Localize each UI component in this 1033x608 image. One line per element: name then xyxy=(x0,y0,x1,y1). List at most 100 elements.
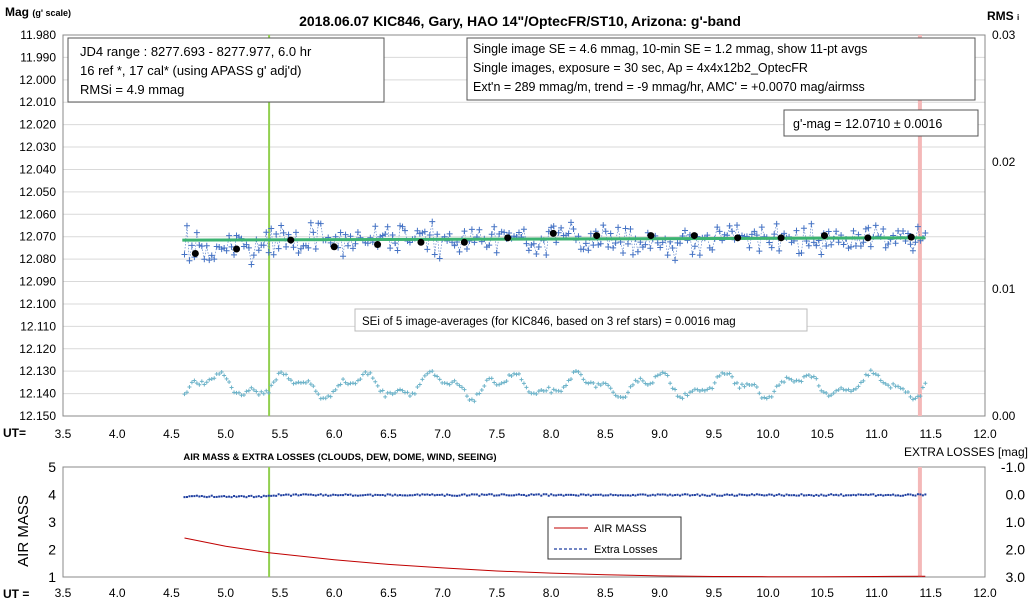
rms-point xyxy=(588,380,593,385)
rms-point xyxy=(717,373,722,378)
rms-point xyxy=(910,397,915,402)
rms-point xyxy=(581,377,586,382)
extra-loss-point xyxy=(344,493,347,496)
single-image-point xyxy=(501,229,508,236)
y-tick-label: 12.130 xyxy=(19,364,56,378)
x-tick-label: 3.5 xyxy=(55,586,72,600)
extra-loss-point xyxy=(247,495,250,498)
y-tick-label: 12.090 xyxy=(19,275,56,289)
single-image-point xyxy=(382,231,389,238)
rms-point xyxy=(254,389,259,394)
sei-box: SEi of 5 image-averages (for KIC846, bas… xyxy=(354,308,808,332)
extra-loss-point xyxy=(349,493,352,496)
rms-point xyxy=(430,369,435,374)
rms-point xyxy=(293,381,298,386)
single-image-point xyxy=(525,247,532,254)
extra-loss-point xyxy=(857,493,860,496)
rms-point xyxy=(551,387,556,392)
rms-point xyxy=(546,385,551,390)
extra-loss-point xyxy=(240,495,243,498)
rms-point xyxy=(279,370,284,375)
average-point xyxy=(690,232,698,240)
rms-point xyxy=(370,376,375,381)
rms-point xyxy=(346,382,351,387)
rms-point xyxy=(650,380,655,385)
gmag-text: g'-mag = 12.0710 ± 0.0016 xyxy=(793,117,942,131)
single-image-point xyxy=(758,224,765,231)
extra-loss-point xyxy=(745,494,748,497)
rms-point xyxy=(638,376,643,381)
trend-fit-line xyxy=(182,236,926,242)
single-image-point xyxy=(587,230,594,237)
x-tick-label: 7.0 xyxy=(434,427,451,441)
rms-point xyxy=(697,389,702,394)
single-image-point xyxy=(181,251,188,258)
extra-loss-point xyxy=(646,494,649,497)
single-image-point xyxy=(810,239,817,246)
extra-loss-point xyxy=(267,494,270,497)
extra-loss-point xyxy=(210,494,213,497)
single-image-point xyxy=(345,242,352,249)
extra-loss-point xyxy=(664,493,667,496)
single-image-point xyxy=(283,243,290,250)
extra-loss-point xyxy=(275,494,278,497)
rms-point xyxy=(774,384,779,389)
rms-point xyxy=(298,380,303,385)
extra-loss-point xyxy=(394,493,397,496)
rms-point xyxy=(752,382,757,387)
rms-point xyxy=(811,374,816,379)
single-image-point xyxy=(580,246,587,253)
rms-point xyxy=(685,393,690,398)
extra-loss-point xyxy=(659,493,662,496)
extra-loss-point xyxy=(374,493,377,496)
single-image-point xyxy=(605,244,612,251)
extra-loss-point xyxy=(332,493,335,496)
rms-point xyxy=(829,393,834,398)
extra-loss-point xyxy=(649,494,652,497)
single-image-point xyxy=(342,231,349,238)
single-image-point xyxy=(825,228,832,235)
rms-point xyxy=(353,381,358,386)
bottom-plot-frame xyxy=(62,466,986,578)
extra-loss-point xyxy=(607,494,610,497)
single-image-point xyxy=(223,247,230,254)
gmag-box: g'-mag = 12.0710 ± 0.0016 xyxy=(783,109,979,137)
rms-point xyxy=(806,373,811,378)
extra-loss-point xyxy=(304,493,307,496)
extra-loss-point xyxy=(408,494,411,497)
rms-point xyxy=(212,376,217,381)
extra-loss-point xyxy=(260,496,263,499)
extra-loss-point xyxy=(208,495,211,498)
x-tick-label: 4.5 xyxy=(163,586,180,600)
rms-point xyxy=(777,383,782,388)
extra-loss-point xyxy=(503,493,506,496)
extra-loss-point xyxy=(758,493,761,496)
single-image-point xyxy=(260,242,267,249)
extra-loss-point xyxy=(297,494,300,497)
rms-point xyxy=(655,373,660,378)
extra-loss-point xyxy=(701,493,704,496)
x-tick-label: 9.0 xyxy=(651,427,668,441)
rms-point xyxy=(809,375,814,380)
extra-loss-point xyxy=(381,493,384,496)
extra-loss-point xyxy=(909,493,912,496)
rms-point xyxy=(814,376,819,381)
single-image-point xyxy=(857,243,864,250)
extra-loss-point xyxy=(703,494,706,497)
rms-point xyxy=(841,387,846,392)
extra-loss-point xyxy=(433,494,436,497)
rms-point xyxy=(710,386,715,391)
rms-point xyxy=(796,378,801,383)
extra-loss-point xyxy=(354,494,357,497)
extra-losses-series xyxy=(183,493,927,499)
extra-loss-point xyxy=(825,494,828,497)
rms-point xyxy=(739,382,744,387)
rms-point xyxy=(355,378,360,383)
rms-point xyxy=(769,394,774,399)
rms-point xyxy=(648,381,653,386)
extra-loss-point xyxy=(495,494,498,497)
extra-loss-point xyxy=(592,493,595,496)
rms-point xyxy=(544,388,549,393)
extra-loss-point xyxy=(456,494,459,497)
single-image-point xyxy=(716,228,723,235)
